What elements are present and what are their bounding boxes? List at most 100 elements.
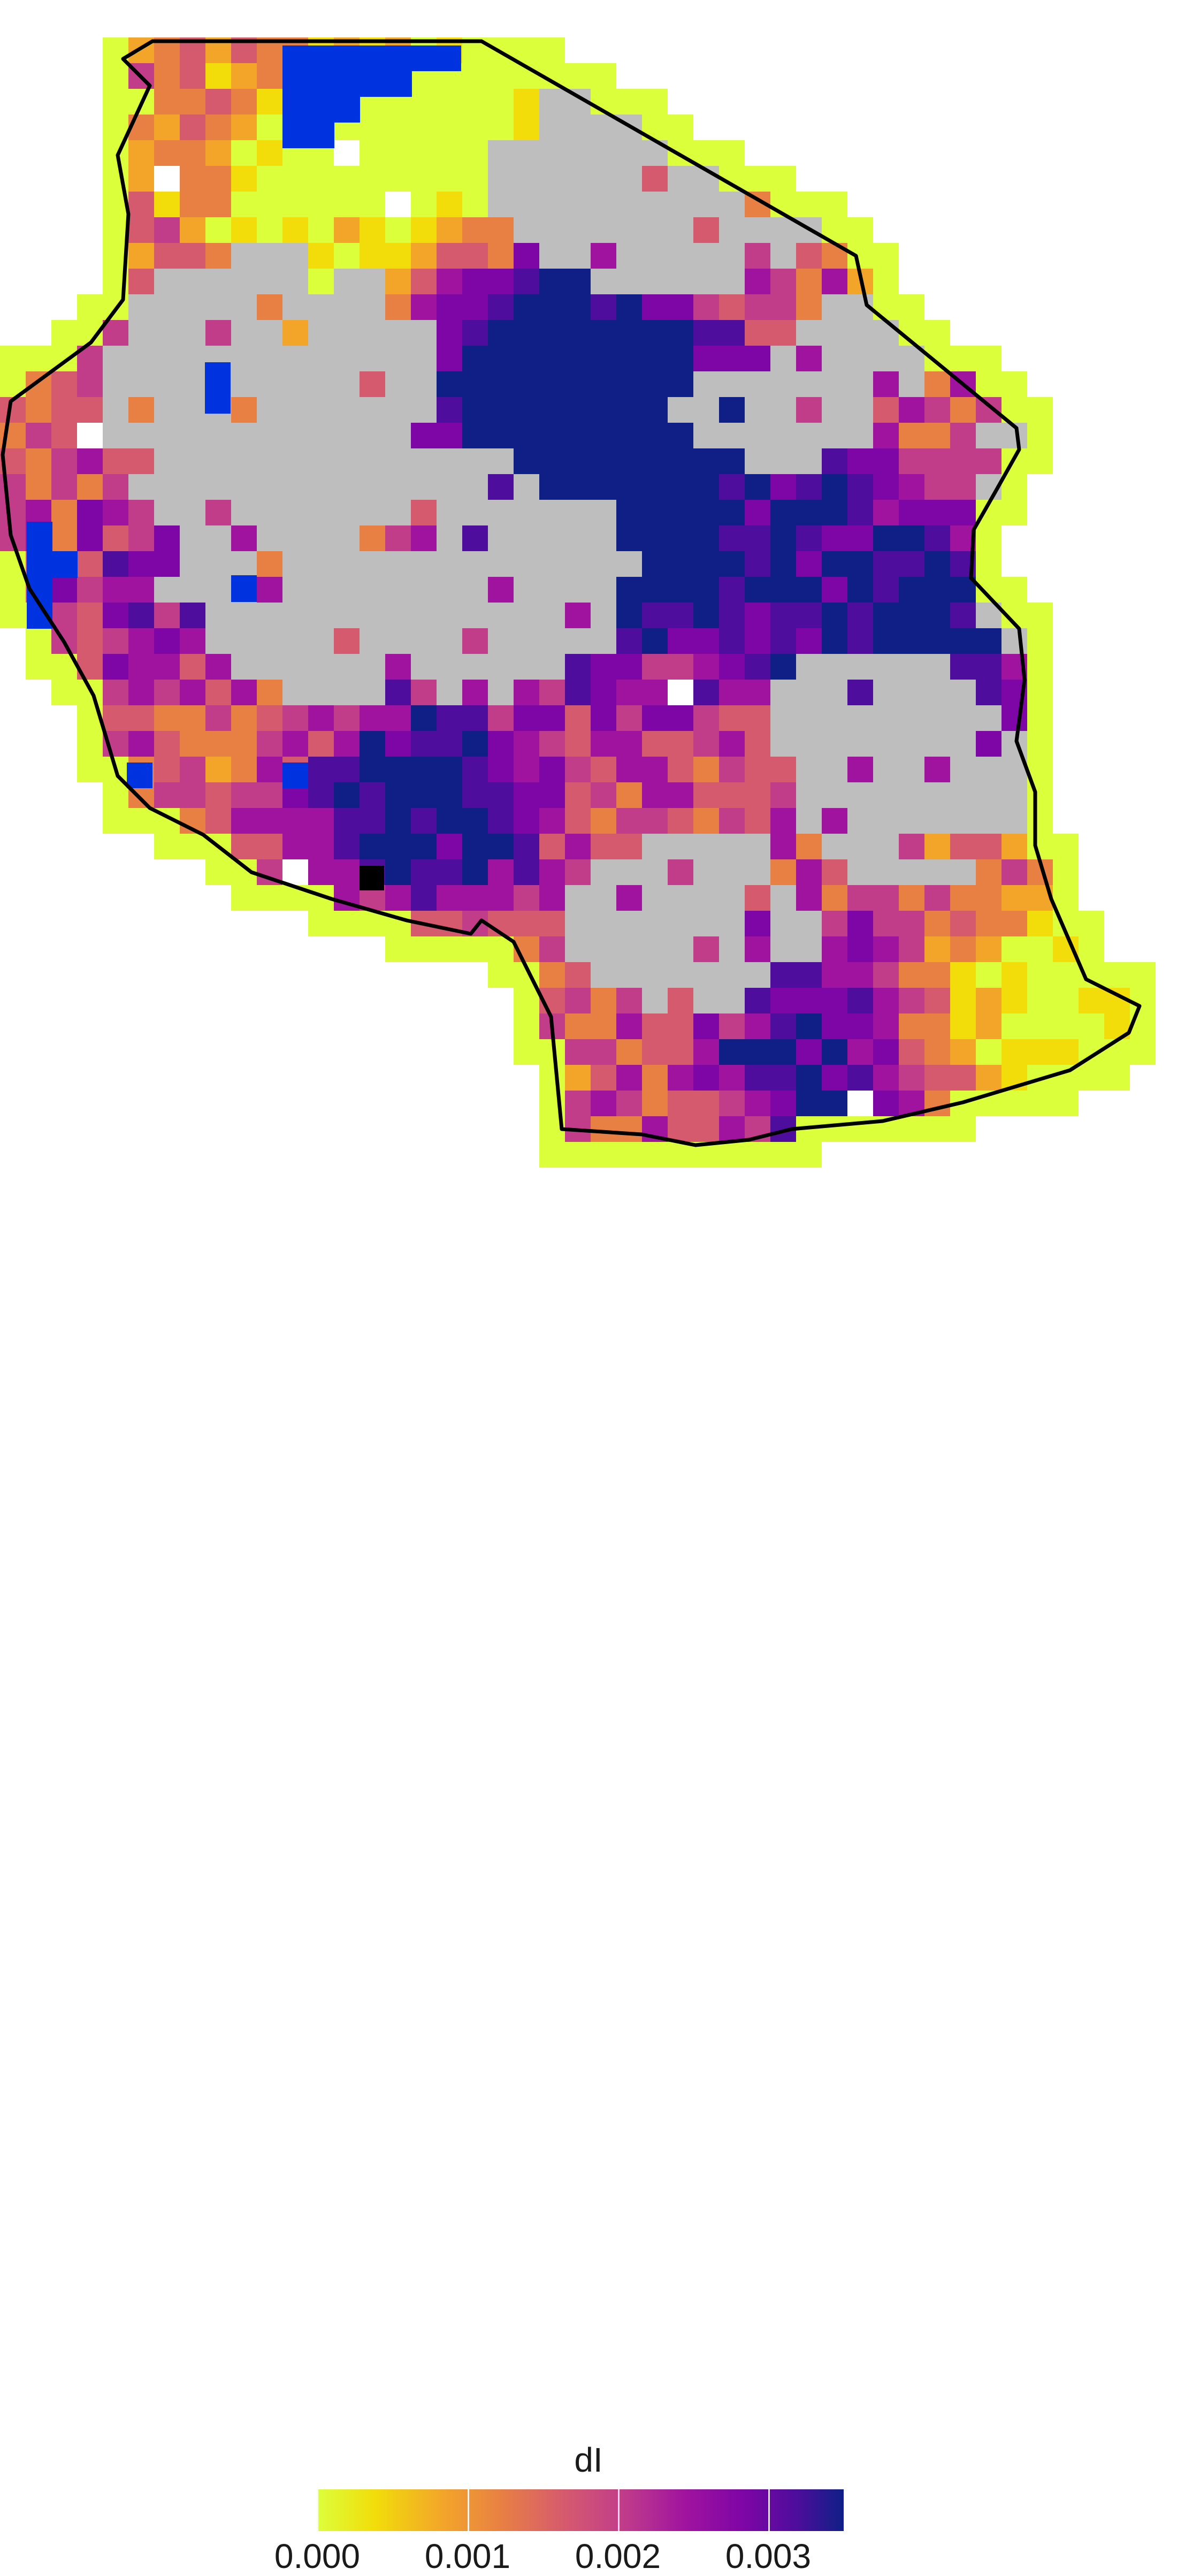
grid-cell <box>565 731 591 757</box>
grid-cell <box>385 269 411 294</box>
grid-cell <box>616 371 642 397</box>
grid-cell <box>308 192 334 217</box>
grid-cell <box>334 551 360 577</box>
grid-cell <box>719 140 745 166</box>
grid-cell <box>514 192 539 217</box>
grid-cell <box>873 1013 899 1039</box>
grid-cell <box>539 885 565 911</box>
grid-cell <box>205 320 231 346</box>
grid-cell <box>180 782 205 808</box>
grid-cell <box>873 320 899 346</box>
grid-cell <box>334 346 360 371</box>
grid-cell <box>719 243 745 269</box>
grid-cell <box>591 269 616 294</box>
grid-cell <box>668 603 693 628</box>
grid-cell <box>668 1065 693 1091</box>
grid-cell <box>976 525 1001 551</box>
grid-cell <box>950 346 976 371</box>
grid-cell <box>976 834 1001 859</box>
grid-cell <box>462 474 488 500</box>
grid-cell <box>180 757 205 782</box>
grid-cell <box>26 397 51 423</box>
grid-cell <box>796 988 822 1013</box>
grid-cell <box>437 834 462 859</box>
grid-cell <box>488 654 514 680</box>
grid-cell <box>385 936 411 962</box>
grid-cell <box>924 859 950 885</box>
grid-cell <box>360 782 385 808</box>
grid-cell <box>770 371 796 397</box>
grid-cell <box>565 243 591 269</box>
grid-cell <box>411 269 437 294</box>
grid-cell <box>924 1065 950 1091</box>
grid-cell <box>668 911 693 936</box>
grid-cell <box>334 911 360 936</box>
grid-cell <box>847 936 873 962</box>
grid-cell <box>360 500 385 525</box>
grid-cell <box>257 885 282 911</box>
tick-mark-0 <box>317 2489 318 2531</box>
grid-cell <box>257 834 282 859</box>
grid-cell <box>822 448 847 474</box>
grid-cell <box>796 525 822 551</box>
grid-cell <box>257 731 282 757</box>
grid-cell <box>796 551 822 577</box>
grid-cell <box>873 834 899 859</box>
grid-cell <box>976 551 1001 577</box>
grid-cell <box>565 474 591 500</box>
grid-cell <box>719 1039 745 1065</box>
grid-cell <box>462 294 488 320</box>
grid-cell <box>514 731 539 757</box>
grid-cell <box>205 680 231 705</box>
grid-cell <box>693 885 719 911</box>
grid-cell <box>950 1013 976 1039</box>
grid-cell <box>950 500 976 525</box>
choropleth-map <box>0 37 1156 1168</box>
grid-cell <box>205 140 231 166</box>
grid-cell <box>822 731 847 757</box>
grid-cell <box>514 166 539 192</box>
grid-cell <box>51 680 77 705</box>
grid-cell <box>231 371 257 397</box>
grid-cell <box>77 551 103 577</box>
grid-cell <box>591 448 616 474</box>
grid-cell <box>591 859 616 885</box>
tick-mark-3 <box>768 2489 770 2531</box>
grid-cell <box>334 192 360 217</box>
grid-cell <box>873 269 899 294</box>
grid-cell <box>26 346 51 371</box>
grid-cell <box>847 680 873 705</box>
grid-cell <box>411 397 437 423</box>
grid-cell <box>128 217 154 243</box>
grid-cell <box>360 680 385 705</box>
grid-cell <box>591 808 616 834</box>
grid-cell <box>411 628 437 654</box>
grid-cell <box>719 782 745 808</box>
grid-cell <box>154 294 180 320</box>
grid-cell <box>231 500 257 525</box>
grid-cell <box>668 680 693 705</box>
grid-cell <box>745 294 770 320</box>
grid-cell <box>257 423 282 448</box>
grid-cell <box>976 628 1001 654</box>
grid-cell <box>616 628 642 654</box>
grid-cell <box>1001 859 1027 885</box>
grid-cell <box>796 757 822 782</box>
grid-cell <box>822 294 847 320</box>
grid-cell <box>180 269 205 294</box>
grid-cell <box>693 911 719 936</box>
grid-cell <box>539 423 565 448</box>
grid-cell <box>719 808 745 834</box>
tick-label-0: 0.000 <box>274 2537 361 2575</box>
grid-cell <box>308 217 334 243</box>
grid-cell <box>154 371 180 397</box>
grid-cell <box>642 577 668 603</box>
grid-cell <box>539 782 565 808</box>
grid-cell <box>488 551 514 577</box>
grid-cell <box>693 397 719 423</box>
grid-cell <box>950 423 976 448</box>
grid-cell <box>847 731 873 757</box>
grid-cell <box>77 525 103 551</box>
grid-cell <box>847 911 873 936</box>
grid-cell <box>282 808 308 834</box>
